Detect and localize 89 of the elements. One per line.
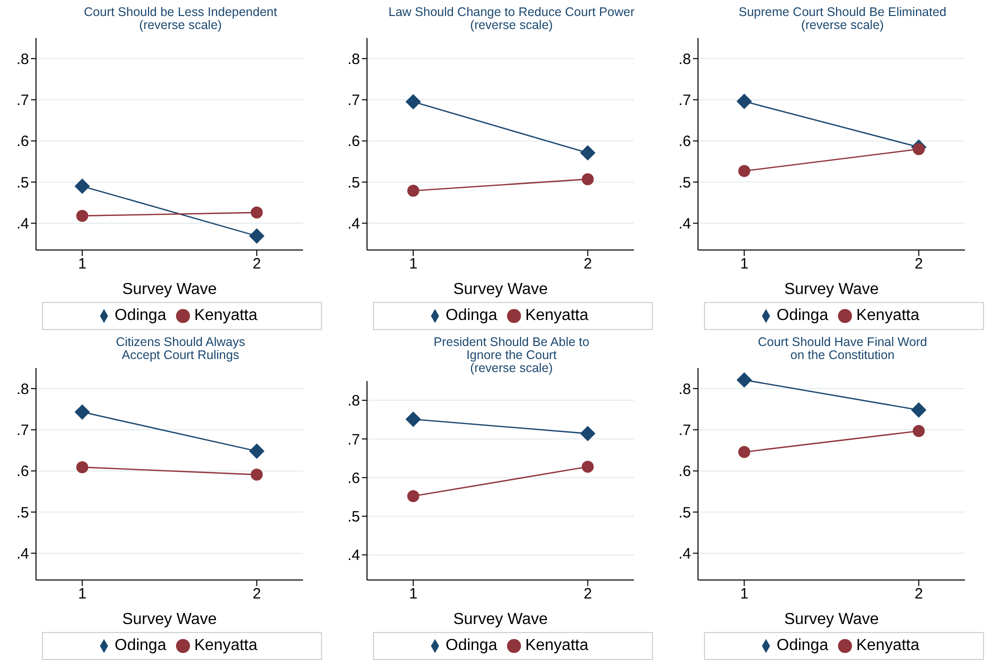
y-tick-label: .6 bbox=[16, 463, 29, 480]
x-axis-title: Survey Wave bbox=[122, 611, 217, 628]
x-tick-label: 1 bbox=[740, 256, 748, 273]
y-tick-label: .5 bbox=[347, 174, 360, 192]
point bbox=[738, 164, 750, 177]
legend-label: Odinga bbox=[114, 307, 166, 324]
chart-title: Supreme Court Should Be Eliminated (reverse scale) bbox=[738, 4, 948, 34]
y-tick-label: .6 bbox=[347, 470, 360, 487]
point bbox=[582, 460, 594, 473]
chart-title: Citizens Should Always Accept Court Rulings bbox=[114, 334, 246, 364]
legend-label: Odinga bbox=[776, 637, 828, 654]
chart-title: Law Should Change to Reduce Court Power (reverse scale) bbox=[388, 4, 636, 34]
point bbox=[250, 468, 263, 481]
y-tick-label: .8 bbox=[16, 50, 29, 68]
y-tick-label: .5 bbox=[16, 174, 29, 192]
point bbox=[406, 94, 421, 110]
x-tick-label: 2 bbox=[252, 256, 261, 273]
x-tick-label: 1 bbox=[78, 586, 86, 603]
point bbox=[74, 404, 90, 420]
y-tick-label: .6 bbox=[347, 133, 360, 150]
y-tick-label: .7 bbox=[347, 92, 360, 110]
y-tick-label: .6 bbox=[678, 133, 691, 150]
legend-label: Kenyatta bbox=[194, 307, 258, 324]
y-tick-label: .7 bbox=[16, 92, 29, 110]
point bbox=[738, 446, 750, 458]
x-axis-title: Survey Wave bbox=[122, 281, 217, 298]
y-tick-label: .8 bbox=[16, 380, 29, 398]
x-tick-label: 1 bbox=[409, 256, 418, 273]
legend-label: Odinga bbox=[776, 307, 828, 324]
point bbox=[250, 206, 263, 219]
legend-label: Odinga bbox=[114, 637, 166, 654]
y-tick-label: .7 bbox=[347, 431, 360, 448]
x-tick-label: 1 bbox=[409, 586, 418, 603]
y-tick-label: .8 bbox=[347, 392, 360, 410]
point bbox=[407, 184, 420, 197]
point bbox=[74, 178, 90, 194]
legend-label: Kenyatta bbox=[525, 307, 588, 324]
point bbox=[912, 424, 925, 437]
point bbox=[912, 143, 925, 156]
chart-title: Court Should Have Final Word on the Constitution bbox=[756, 334, 928, 364]
chart-title: Court Should be Less Independent (reverse scale) bbox=[82, 4, 278, 34]
x-tick-label: 1 bbox=[78, 256, 86, 273]
y-tick-label: .7 bbox=[678, 92, 691, 110]
y-tick-label: .6 bbox=[678, 463, 691, 480]
x-axis-title: Survey Wave bbox=[453, 611, 548, 628]
x-tick-label: 1 bbox=[740, 586, 748, 603]
y-tick-label: .5 bbox=[678, 504, 691, 522]
y-tick-label: .5 bbox=[16, 504, 29, 522]
legend-label: Odinga bbox=[446, 637, 498, 654]
y-tick-label: .4 bbox=[678, 546, 691, 563]
x-tick-label: 2 bbox=[252, 586, 261, 603]
y-tick-label: .5 bbox=[678, 174, 691, 192]
y-tick-label: .8 bbox=[347, 50, 360, 68]
point bbox=[407, 490, 420, 502]
point bbox=[76, 210, 88, 222]
point bbox=[736, 94, 752, 109]
legend-label: Odinga bbox=[446, 307, 498, 324]
y-tick-label: .7 bbox=[678, 422, 691, 440]
y-tick-label: .5 bbox=[347, 508, 360, 526]
y-tick-label: .8 bbox=[678, 380, 691, 398]
y-tick-label: .8 bbox=[678, 50, 691, 68]
y-tick-label: .4 bbox=[347, 216, 360, 233]
legend-label: Kenyatta bbox=[856, 307, 920, 324]
x-tick-label: 2 bbox=[914, 256, 923, 273]
point bbox=[249, 228, 264, 244]
chart-title: President Should Be Able to Ignore the Court (reverse scale) bbox=[432, 334, 590, 377]
point bbox=[76, 461, 88, 474]
y-tick-label: .4 bbox=[678, 216, 691, 233]
point bbox=[736, 372, 752, 388]
x-tick-label: 2 bbox=[584, 256, 592, 273]
point bbox=[582, 173, 594, 186]
point bbox=[911, 402, 926, 418]
x-tick-label: 2 bbox=[584, 586, 592, 603]
legend-label: Kenyatta bbox=[525, 637, 588, 654]
y-tick-label: .4 bbox=[16, 216, 29, 233]
point bbox=[249, 444, 264, 459]
x-axis-title: Survey Wave bbox=[784, 611, 879, 628]
y-tick-label: .4 bbox=[347, 547, 360, 564]
y-tick-label: .4 bbox=[16, 546, 29, 563]
y-tick-label: .6 bbox=[16, 133, 29, 150]
y-tick-label: .7 bbox=[16, 422, 29, 440]
x-tick-label: 2 bbox=[914, 586, 923, 603]
legend-label: Kenyatta bbox=[194, 637, 258, 654]
point bbox=[580, 426, 596, 442]
x-axis-title: Survey Wave bbox=[784, 281, 879, 298]
x-axis-title: Survey Wave bbox=[453, 281, 548, 298]
legend-label: Kenyatta bbox=[856, 637, 920, 654]
point bbox=[580, 145, 596, 160]
point bbox=[406, 412, 421, 427]
